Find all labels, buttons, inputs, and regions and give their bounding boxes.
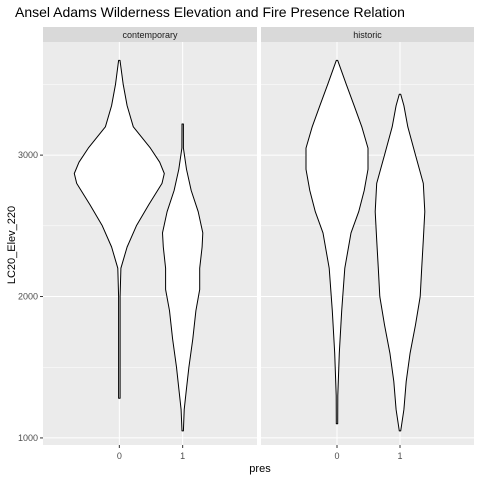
facet-strip-label-contemporary: contemporary <box>122 30 178 40</box>
facet-strip-label-historic: historic <box>353 30 382 40</box>
x-tick-label: 1 <box>180 451 185 461</box>
x-tick-label: 0 <box>334 451 339 461</box>
y-tick-label: 3000 <box>18 150 38 160</box>
x-axis-title: pres <box>249 463 271 475</box>
y-axis-title: LC20_Elev_220 <box>6 206 18 284</box>
chart-title: Ansel Adams Wilderness Elevation and Fir… <box>15 4 405 20</box>
panel-background-contemporary <box>43 42 257 445</box>
facet-strip-historic <box>261 27 474 42</box>
facet-contemporary: contemporary 0 1 <box>43 27 257 461</box>
facet-historic: historic 0 1 <box>261 27 474 461</box>
y-tick-label: 1000 <box>18 433 38 443</box>
panel-background-historic <box>261 42 474 445</box>
violin-contemporary-pres-0 <box>73 59 165 399</box>
y-tick-label: 2000 <box>18 292 38 302</box>
violin-historic-pres-0 <box>305 59 369 425</box>
violin-contemporary-pres-1 <box>162 123 204 432</box>
facets-layer: contemporary 0 1 historic 0 1 <box>43 27 474 461</box>
violin-historic-pres-1 <box>374 93 426 432</box>
x-tick-label: 1 <box>397 451 402 461</box>
x-tick-label: 0 <box>117 451 122 461</box>
y-axis: 1000 2000 3000 <box>18 150 43 443</box>
facet-strip-contemporary <box>43 27 257 42</box>
